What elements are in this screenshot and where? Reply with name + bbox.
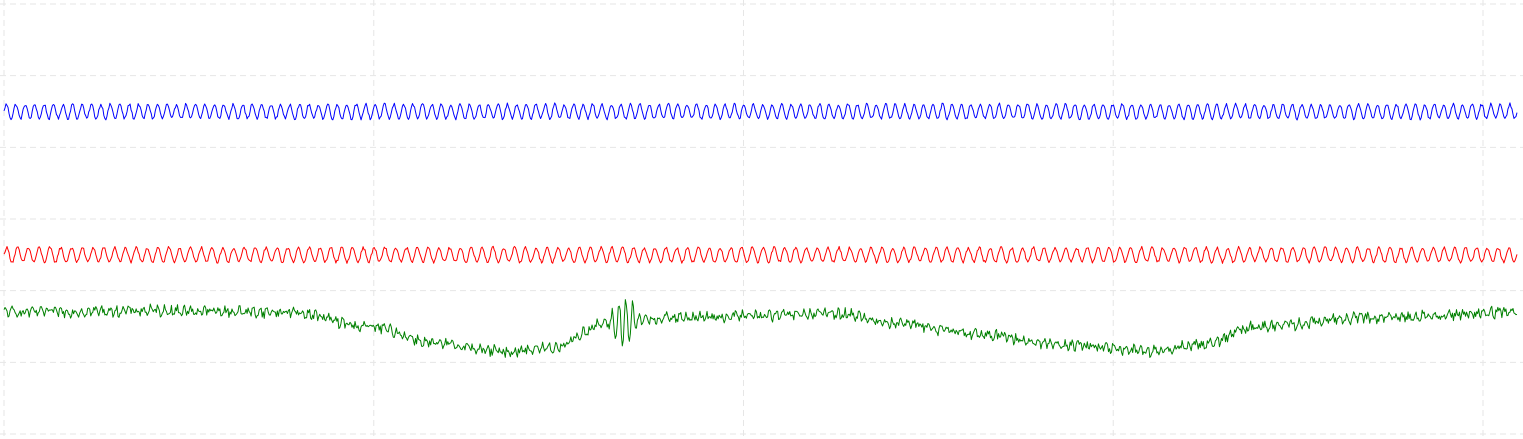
series-group xyxy=(4,103,1517,358)
trace-blue-line xyxy=(4,103,1517,120)
trace-green-line xyxy=(4,300,1517,358)
trace-red-line xyxy=(4,246,1517,263)
